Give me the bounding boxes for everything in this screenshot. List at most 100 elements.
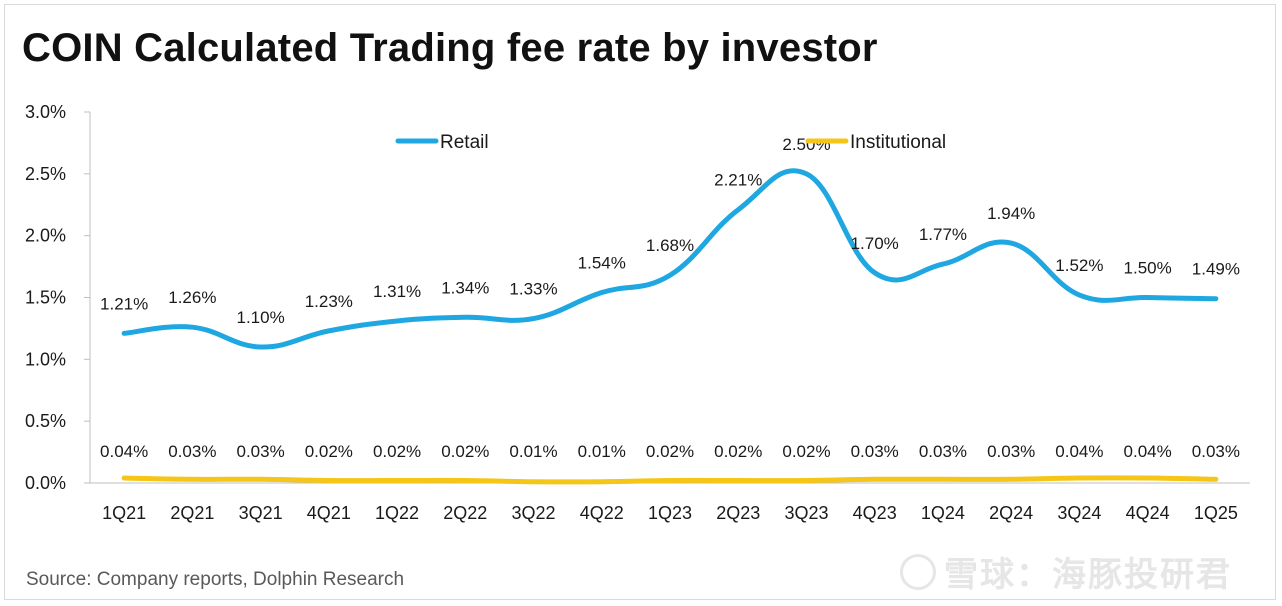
institutional-data-label: 0.03% (851, 442, 899, 461)
y-tick-label: 0.0% (25, 473, 66, 493)
retail-data-label: 1.10% (236, 308, 284, 327)
retail-data-label: 1.34% (441, 278, 489, 297)
retail-data-label: 1.68% (646, 236, 694, 255)
x-tick-label: 2Q23 (716, 503, 760, 523)
x-tick-label: 4Q22 (580, 503, 624, 523)
institutional-data-point (1213, 477, 1218, 482)
retail-data-point (190, 325, 195, 330)
x-tick-label: 1Q24 (921, 503, 965, 523)
retail-data-point (804, 171, 809, 176)
x-tick-label: 2Q24 (989, 503, 1033, 523)
x-tick-label: 1Q25 (1194, 503, 1238, 523)
institutional-data-label: 0.04% (1124, 442, 1172, 461)
x-tick-label: 4Q24 (1126, 503, 1170, 523)
institutional-data-label: 0.02% (305, 442, 353, 461)
institutional-data-label: 0.04% (1055, 442, 1103, 461)
institutional-data-point (736, 478, 741, 483)
retail-data-label: 1.77% (919, 225, 967, 244)
retail-data-label: 1.70% (851, 234, 899, 253)
x-tick-label: 3Q22 (512, 503, 556, 523)
retail-series-line (121, 168, 1219, 350)
chart-frame (4, 4, 1276, 600)
institutional-data-point (1077, 476, 1082, 481)
x-tick-label: 3Q21 (239, 503, 283, 523)
retail-data-point (463, 315, 468, 320)
institutional-data-point (1145, 476, 1150, 481)
retail-data-label: 1.26% (168, 288, 216, 307)
institutional-data-label: 0.03% (236, 442, 284, 461)
institutional-data-point (1009, 477, 1014, 482)
retail-data-label: 1.52% (1055, 256, 1103, 275)
retail-data-label: 2.21% (714, 171, 762, 190)
institutional-data-point (326, 478, 331, 483)
institutional-data-point (395, 478, 400, 483)
institutional-data-label: 0.02% (646, 442, 694, 461)
retail-data-point (1077, 293, 1082, 298)
institutional-series-line (121, 475, 1219, 485)
institutional-data-point (122, 476, 127, 481)
retail-data-label: 1.23% (305, 292, 353, 311)
institutional-data-point (804, 478, 809, 483)
institutional-data-label: 0.03% (1192, 442, 1240, 461)
institutional-data-label: 0.02% (441, 442, 489, 461)
retail-legend-label: Retail (440, 132, 489, 153)
x-tick-label: 4Q23 (853, 503, 897, 523)
retail-data-point (940, 262, 945, 267)
y-tick-label: 0.5% (25, 411, 66, 431)
institutional-data-point (190, 477, 195, 482)
x-tick-label: 2Q21 (170, 503, 214, 523)
institutional-data-point (258, 477, 263, 482)
institutional-data-label: 0.03% (919, 442, 967, 461)
y-tick-label: 2.0% (25, 226, 66, 246)
y-tick-label: 1.5% (25, 288, 66, 308)
retail-data-label: 1.33% (509, 280, 557, 299)
retail-data-point (599, 290, 604, 295)
legend: Retail Institutional (395, 132, 946, 153)
y-tick-label: 3.0% (25, 102, 66, 122)
watermark: 雪球：海豚投研君 (900, 547, 1232, 596)
institutional-data-point (872, 477, 877, 482)
institutional-data-label: 0.01% (509, 442, 557, 461)
institutional-data-point (463, 478, 468, 483)
x-tick-label: 1Q23 (648, 503, 692, 523)
institutional-data-point (668, 478, 673, 483)
retail-data-label: 2.50% (782, 135, 830, 154)
institutional-legend-label: Institutional (850, 132, 946, 153)
x-tick-label: 1Q22 (375, 503, 419, 523)
series-lines (121, 168, 1219, 485)
retail-data-point (1213, 296, 1218, 301)
watermark-logo (900, 554, 936, 590)
x-tick-label: 3Q23 (784, 503, 828, 523)
institutional-data-label: 0.02% (782, 442, 830, 461)
watermark-text: 雪球：海豚投研君 (944, 555, 1232, 595)
retail-data-point (1145, 295, 1150, 300)
retail-data-label: 1.94% (987, 204, 1035, 223)
retail-data-point (531, 316, 536, 321)
axes: 0.0% 0.5% 1.0% 1.5% 2.0% 2.5% 3.0% 1Q21 2Q21 3Q21… (25, 102, 1250, 523)
institutional-data-label: 0.01% (578, 442, 626, 461)
retail-data-label: 1.50% (1124, 259, 1172, 278)
x-tick-label: 2Q22 (443, 503, 487, 523)
y-tick-label: 2.5% (25, 164, 66, 184)
retail-data-label: 1.49% (1192, 260, 1240, 279)
institutional-data-point (599, 479, 604, 484)
data-labels: 1.21% 1.26% 1.10% 1.23% 1.31% 1.34% 1.33% 1.54%… (100, 135, 1240, 461)
institutional-data-point (940, 477, 945, 482)
retail-data-label: 1.31% (373, 282, 421, 301)
retail-data-point (736, 207, 741, 212)
institutional-data-label: 0.02% (373, 442, 421, 461)
x-tick-label: 4Q21 (307, 503, 351, 523)
retail-data-point (395, 318, 400, 323)
institutional-data-label: 0.03% (168, 442, 216, 461)
retail-data-label: 1.54% (578, 254, 626, 273)
chart-title: COIN Calculated Trading fee rate by inve… (22, 26, 878, 70)
retail-data-point (122, 331, 127, 336)
retail-data-point (668, 273, 673, 278)
y-tick-label: 1.0% (25, 349, 66, 369)
retail-data-label: 1.21% (100, 294, 148, 313)
source-note: Source: Company reports, Dolphin Researc… (26, 569, 405, 590)
retail-data-point (1009, 241, 1014, 246)
retail-data-point (258, 344, 263, 349)
institutional-data-label: 0.04% (100, 442, 148, 461)
